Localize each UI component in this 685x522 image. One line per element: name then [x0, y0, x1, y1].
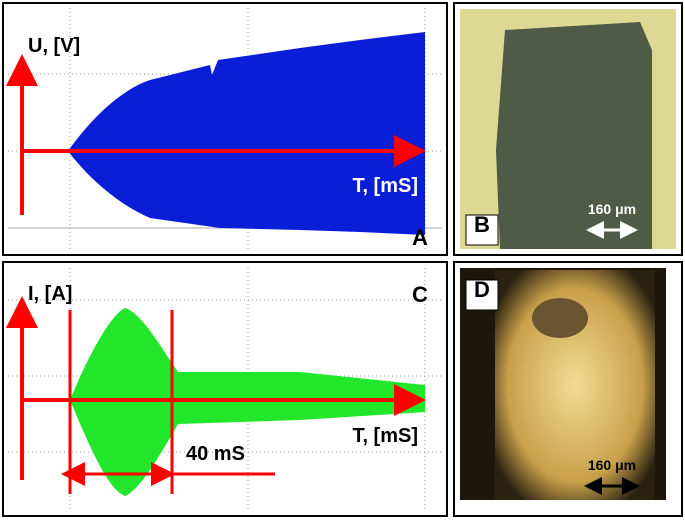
scale-label: 160 μm	[588, 457, 636, 473]
x-label: T, [mS]	[352, 175, 418, 197]
panel-a: U, [V] T, [mS] A	[2, 2, 448, 256]
sample	[496, 22, 652, 249]
x-label: T, [mS]	[352, 425, 418, 447]
panel-d: D 160 μm	[453, 261, 683, 517]
y-label: I, [A]	[28, 283, 72, 305]
voltage-signal	[68, 32, 425, 235]
panel-c: I, [A] T, [mS] 40 mS C	[2, 261, 448, 517]
panel-letter: C	[412, 282, 428, 307]
y-label: U, [V]	[28, 35, 80, 57]
panel-letter: A	[412, 225, 428, 250]
scale-label: 160 μm	[588, 201, 636, 217]
interval-label: 40 mS	[186, 443, 245, 465]
panel-letter: B	[474, 212, 490, 237]
panel-b: B 160 μm	[453, 2, 683, 256]
panel-letter: D	[474, 277, 490, 302]
